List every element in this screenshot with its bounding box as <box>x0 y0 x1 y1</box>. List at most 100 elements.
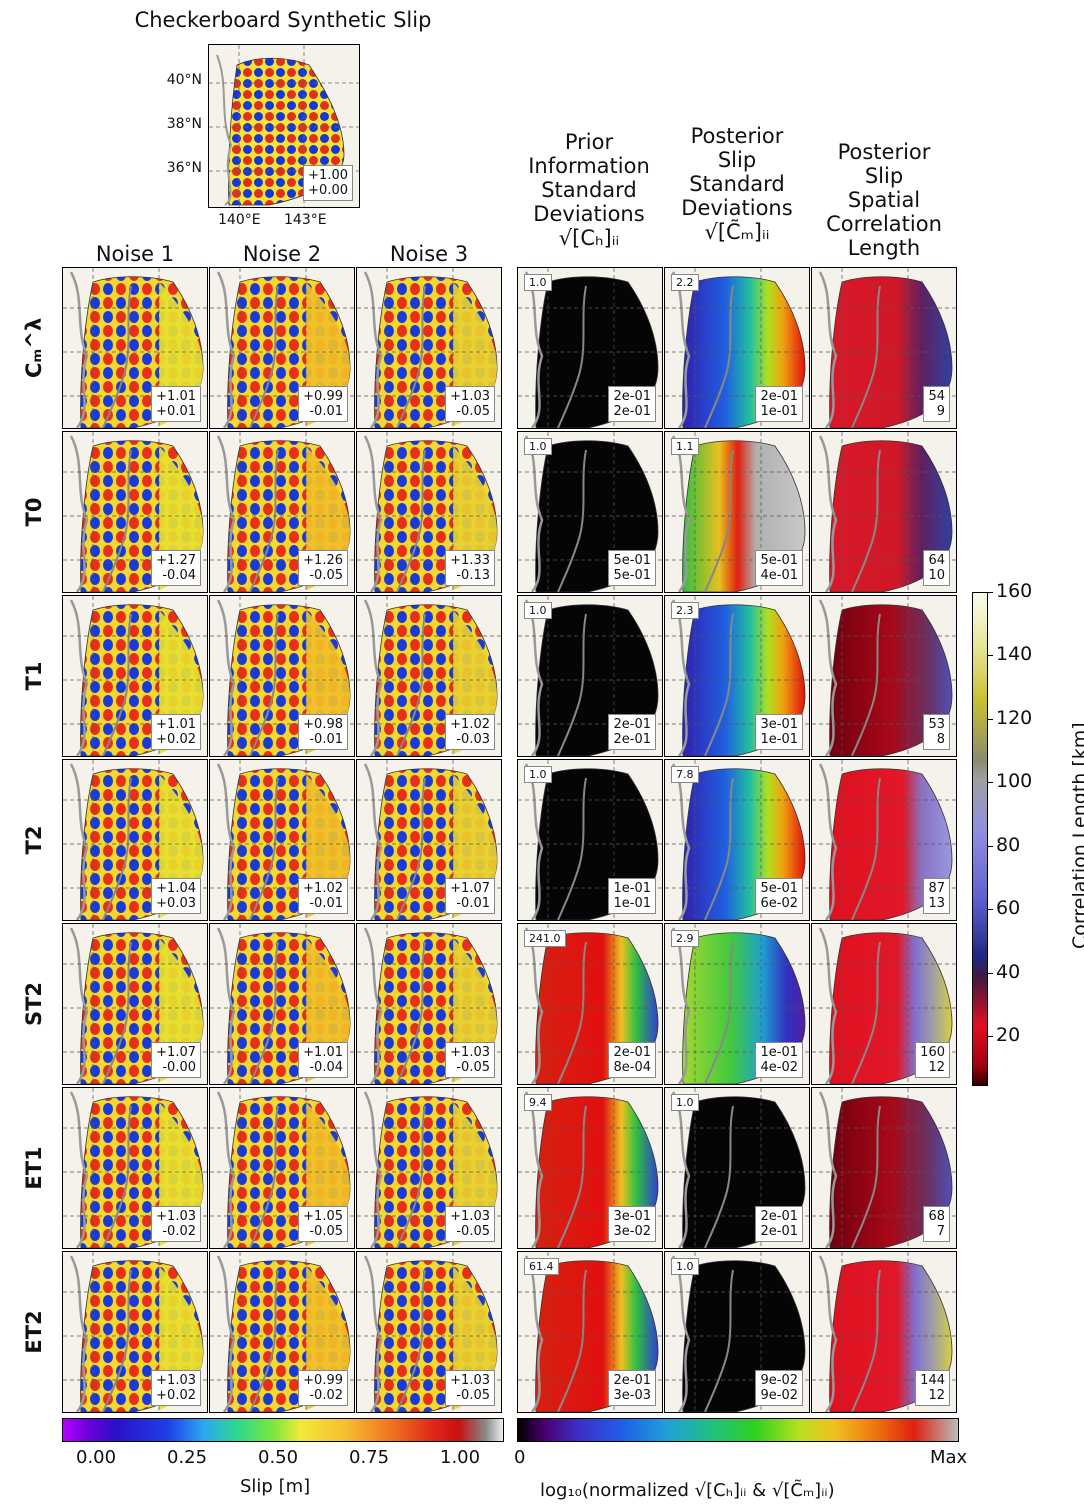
prior-stat-1: 1e-01 <box>613 881 651 896</box>
corr-panel-st2: 160 12 <box>811 923 957 1085</box>
corr-stats: 68 7 <box>923 1206 950 1242</box>
prior-stat-1: 3e-01 <box>613 1209 651 1224</box>
post-stat-2: 6e-02 <box>760 896 798 911</box>
row-label-t2: T2 <box>22 825 46 855</box>
slip-stat-mean: +0.99 <box>303 389 343 404</box>
post-stat-2: 1e-01 <box>760 732 798 747</box>
corr-tick-mark <box>987 655 993 657</box>
prior-stat-1: 2e-01 <box>613 717 651 732</box>
prior-stat-1: 2e-01 <box>613 1373 651 1388</box>
slip-panel-et1-noise2: +1.05 -0.05 <box>209 1087 355 1249</box>
slip-stat-mean: +1.27 <box>156 553 196 568</box>
slip-stat-min: +0.02 <box>156 1388 196 1403</box>
post-panel-cm-lambda: 2.2 2e-01 1e-01 <box>664 267 810 429</box>
corr-tick-mark <box>987 845 993 847</box>
header-corr-length: Posterior Slip Spatial Correlation Lengt… <box>810 140 958 260</box>
slip-stat-mean: +1.03 <box>450 1045 490 1060</box>
header-prior-line2: Information <box>528 154 650 178</box>
corr-stat-1: 144 <box>920 1373 945 1388</box>
prior-panel-et2: 61.4 2e-01 3e-03 <box>517 1251 663 1413</box>
corr-panel-et2: 144 12 <box>811 1251 957 1413</box>
corr-tick-mark <box>987 909 993 911</box>
prior-max-label: 1.0 <box>524 438 552 455</box>
header-prior-math: √[Cₕ]ᵢᵢ <box>558 226 620 250</box>
prior-stat-2: 8e-04 <box>613 1060 651 1075</box>
corr-stat-2: 7 <box>936 1224 945 1239</box>
slip-stat-mean: +0.99 <box>303 1373 343 1388</box>
slip-stat-min: -0.05 <box>309 568 343 583</box>
slip-stat-min: -0.05 <box>456 1224 490 1239</box>
corr-stat-1: 53 <box>928 717 945 732</box>
header-post-line2: Slip <box>717 148 757 172</box>
header-post-line3: Standard <box>689 172 785 196</box>
header-corr-line5: Length <box>847 236 921 260</box>
slip-stat-mean: +1.05 <box>303 1209 343 1224</box>
slip-panel-t2-noise3: +1.07 -0.01 <box>356 759 502 921</box>
slip-stat-mean: +1.03 <box>156 1373 196 1388</box>
slip-stats: +1.01 -0.04 <box>298 1042 348 1078</box>
header-noise-1: Noise 1 <box>95 242 175 266</box>
slip-stat-mean: +0.98 <box>303 717 343 732</box>
prior-panel-t2: 1.0 1e-01 1e-01 <box>517 759 663 921</box>
slip-stat-min: -0.05 <box>456 404 490 419</box>
slip-stats: +1.05 -0.05 <box>298 1206 348 1242</box>
post-panel-et2: 1.0 9e-02 9e-02 <box>664 1251 810 1413</box>
slip-panel-et2-noise1: +1.03 +0.02 <box>62 1251 208 1413</box>
post-stats: 2e-01 2e-01 <box>755 1206 803 1242</box>
slip-panel-cm-lambda-noise1: +1.01 +0.01 <box>62 267 208 429</box>
post-stat-2: 1e-01 <box>760 404 798 419</box>
prior-stat-2: 3e-02 <box>613 1224 651 1239</box>
slip-stat-min: +0.02 <box>156 732 196 747</box>
post-stat-2: 9e-02 <box>760 1388 798 1403</box>
slip-tick-100: 1.00 <box>440 1447 481 1468</box>
post-stat-1: 2e-01 <box>760 389 798 404</box>
corr-tick-label: 160 <box>996 580 1033 602</box>
corr-stat-2: 12 <box>928 1060 945 1075</box>
slip-panel-st2-noise3: +1.03 -0.05 <box>356 923 502 1085</box>
post-max-label: 1.0 <box>671 1094 699 1111</box>
row-label-et1: ET1 <box>22 1146 46 1190</box>
slip-stats: +1.03 -0.05 <box>445 1206 495 1242</box>
slip-stats: +1.07 -0.00 <box>151 1042 201 1078</box>
header-post-line1: Posterior <box>690 124 784 148</box>
prior-stats: 2e-01 8e-04 <box>608 1042 656 1078</box>
slip-stats: +1.03 -0.05 <box>445 386 495 422</box>
corr-tick-mark <box>987 972 993 974</box>
prior-max-label: 1.0 <box>524 766 552 783</box>
header-noise-2: Noise 2 <box>242 242 322 266</box>
prior-stat-2: 2e-01 <box>613 732 651 747</box>
corr-stat-1: 87 <box>928 881 945 896</box>
prior-panel-cm-lambda: 1.0 2e-01 2e-01 <box>517 267 663 429</box>
corr-panel-cm-lambda: 54 9 <box>811 267 957 429</box>
header-prior-line1: Prior <box>564 130 614 154</box>
post-stat-2: 2e-01 <box>760 1224 798 1239</box>
slip-panel-t1-noise2: +0.98 -0.01 <box>209 595 355 757</box>
slip-panel-t2-noise2: +1.02 -0.01 <box>209 759 355 921</box>
slip-colorbar-label: Slip [m] <box>240 1476 311 1497</box>
corr-stat-1: 68 <box>928 1209 945 1224</box>
slip-stat-min: -0.00 <box>162 1060 196 1075</box>
post-stat-1: 3e-01 <box>760 717 798 732</box>
slip-stat-mean: +1.02 <box>303 881 343 896</box>
corr-stats: 144 12 <box>915 1370 950 1406</box>
post-panel-st2: 2.9 1e-01 4e-02 <box>664 923 810 1085</box>
header-corr-line3: Spatial <box>847 188 921 212</box>
corr-tick-label: 60 <box>996 897 1021 920</box>
slip-panel-t1-noise1: +1.01 +0.02 <box>62 595 208 757</box>
lat-label-36: 36°N <box>166 160 202 176</box>
corr-panel-et1: 68 7 <box>811 1087 957 1249</box>
corr-stat-2: 12 <box>928 1388 945 1403</box>
header-corr-line4: Correlation <box>826 212 942 236</box>
corr-stat-2: 8 <box>936 732 945 747</box>
slip-stats: +0.99 -0.02 <box>298 1370 348 1406</box>
slip-stat-min: -0.03 <box>456 732 490 747</box>
post-stat-1: 1e-01 <box>760 1045 798 1060</box>
slip-stat-min: -0.01 <box>309 896 343 911</box>
slip-stat-mean: +1.01 <box>303 1045 343 1060</box>
reference-stats: +1.00 +0.00 <box>303 165 353 201</box>
slip-panel-t0-noise2: +1.26 -0.05 <box>209 431 355 593</box>
corr-stats: 53 8 <box>923 714 950 750</box>
post-stat-1: 5e-01 <box>760 881 798 896</box>
corr-stats: 64 10 <box>923 550 950 586</box>
corr-stats: 160 12 <box>915 1042 950 1078</box>
